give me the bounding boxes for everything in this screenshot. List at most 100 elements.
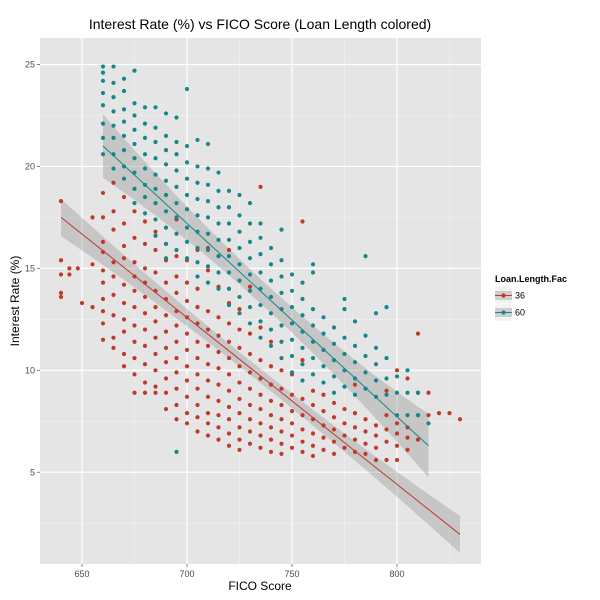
- point-60: [121, 176, 127, 181]
- point-60: [426, 421, 431, 426]
- point-36: [90, 262, 95, 267]
- point-60: [153, 233, 158, 238]
- point-60: [174, 115, 179, 120]
- point-60: [289, 353, 295, 359]
- point-60: [100, 152, 106, 157]
- point-60: [174, 215, 179, 220]
- point-36: [58, 258, 64, 263]
- point-36: [205, 343, 211, 348]
- point-36: [163, 390, 169, 395]
- y-axis-title: Interest Rate (%): [8, 256, 22, 347]
- point-60: [111, 135, 116, 140]
- point-60: [279, 274, 284, 279]
- point-60: [100, 64, 106, 69]
- point-60: [226, 221, 232, 226]
- point-36: [142, 380, 148, 385]
- point-36: [237, 345, 242, 350]
- point-36: [310, 453, 316, 459]
- point-36: [216, 413, 221, 418]
- point-60: [342, 384, 347, 389]
- point-60: [352, 343, 358, 348]
- point-36: [216, 366, 221, 371]
- x-axis-ticks: 650 700 750 800: [74, 564, 405, 579]
- point-36: [174, 254, 179, 259]
- point-60: [163, 209, 169, 214]
- point-36: [163, 329, 169, 334]
- point-36: [363, 451, 368, 457]
- point-36: [132, 209, 137, 214]
- point-36: [237, 327, 242, 332]
- point-36: [100, 309, 106, 314]
- point-60: [237, 294, 242, 300]
- point-36: [363, 441, 368, 446]
- point-36: [58, 272, 64, 277]
- point-60: [300, 345, 305, 350]
- point-36: [226, 355, 232, 361]
- point-60: [153, 201, 158, 206]
- point-36: [121, 282, 127, 287]
- point-36: [142, 219, 148, 224]
- point-36: [90, 215, 95, 220]
- point-60: [142, 211, 148, 216]
- point-36: [226, 417, 232, 422]
- point-60: [289, 288, 295, 293]
- point-36: [342, 421, 347, 426]
- point-36: [205, 309, 211, 314]
- point-36: [132, 339, 137, 344]
- point-60: [132, 127, 137, 132]
- point-60: [321, 380, 326, 385]
- point-36: [300, 449, 305, 454]
- point-36: [90, 305, 95, 310]
- point-60: [174, 184, 179, 189]
- point-36: [184, 378, 190, 383]
- point-36: [142, 362, 148, 367]
- point-60: [310, 355, 316, 361]
- point-60: [184, 225, 190, 230]
- point-36: [352, 425, 358, 430]
- point-60: [373, 311, 379, 316]
- point-36: [153, 270, 158, 275]
- point-60: [132, 186, 137, 191]
- point-36: [279, 368, 284, 373]
- point-60: [331, 390, 337, 395]
- point-60: [163, 162, 169, 167]
- point-36: [226, 443, 232, 448]
- point-36: [121, 351, 127, 357]
- point-60: [384, 305, 389, 310]
- point-60: [174, 152, 179, 157]
- point-60: [279, 290, 284, 295]
- point-36: [342, 445, 347, 450]
- point-60: [163, 178, 169, 183]
- point-36: [352, 382, 358, 387]
- point-36: [163, 376, 169, 381]
- point-36: [226, 388, 232, 393]
- point-60: [258, 270, 263, 275]
- point-36: [363, 429, 368, 434]
- point-60: [342, 296, 347, 302]
- point-36: [384, 388, 389, 393]
- point-36: [268, 398, 274, 403]
- point-60: [268, 311, 274, 316]
- point-36: [226, 431, 232, 436]
- point-60: [132, 113, 137, 118]
- point-36: [216, 333, 221, 338]
- point-60: [310, 270, 316, 275]
- point-36: [384, 413, 389, 418]
- legend-key-point-60: [501, 310, 506, 315]
- point-36: [436, 411, 442, 416]
- point-36: [174, 402, 179, 408]
- point-36: [457, 417, 463, 422]
- point-60: [195, 213, 200, 218]
- point-60: [310, 262, 316, 267]
- point-36: [195, 355, 200, 361]
- point-60: [247, 221, 253, 226]
- point-36: [142, 241, 148, 247]
- point-36: [111, 180, 116, 185]
- point-60: [268, 327, 274, 332]
- point-36: [111, 313, 116, 318]
- point-36: [195, 402, 200, 408]
- point-36: [394, 368, 400, 373]
- point-60: [195, 245, 200, 251]
- point-36: [258, 325, 263, 330]
- point-60: [321, 315, 326, 320]
